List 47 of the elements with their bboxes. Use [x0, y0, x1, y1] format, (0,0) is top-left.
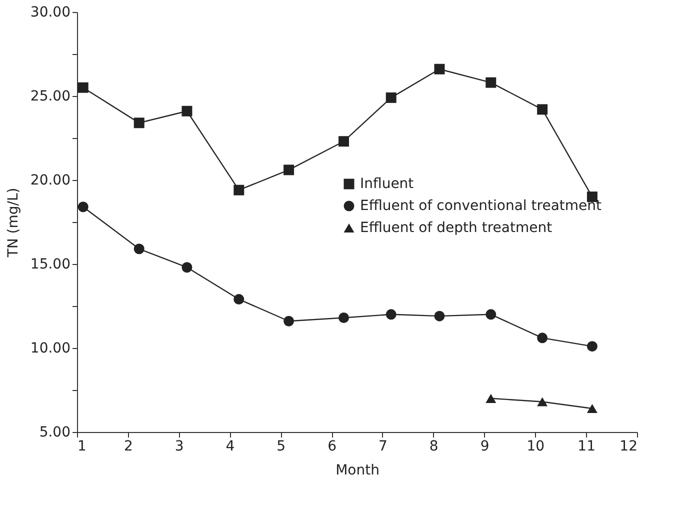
y-axis-title: TN (mg/L)	[5, 188, 22, 258]
point	[338, 136, 350, 147]
x-tick-label: 3	[174, 438, 184, 454]
legend-label: Effluent of conventional treatment	[360, 198, 602, 214]
point	[182, 262, 192, 273]
point	[338, 312, 350, 323]
point	[386, 309, 396, 320]
point	[586, 404, 598, 414]
x-tick-label: 2	[124, 438, 133, 454]
legend-label: Influent	[360, 176, 414, 192]
x-tick-label: 10	[526, 438, 545, 454]
point	[434, 310, 445, 322]
x-tick-label: 6	[328, 438, 337, 454]
point	[182, 106, 192, 116]
point	[284, 164, 294, 176]
x-tick-label: 4	[226, 438, 235, 454]
x-tick-label: 9	[480, 438, 490, 454]
point	[78, 82, 88, 93]
point	[234, 184, 244, 196]
legend-label: Effluent of depth treatment	[360, 220, 553, 236]
point	[537, 332, 548, 344]
point	[386, 92, 396, 103]
x-tick-label: 1	[78, 438, 86, 454]
point	[284, 316, 294, 326]
point	[537, 104, 548, 115]
x-tick-label: 12	[620, 438, 638, 454]
y-tick-label: 25.00	[30, 88, 70, 104]
point	[586, 341, 598, 352]
point	[234, 294, 244, 305]
point	[486, 77, 496, 88]
y-tick-label: 5.00	[39, 424, 70, 440]
x-tick-label: 5	[276, 438, 286, 454]
x-tick-label: 8	[429, 438, 438, 454]
x-tick-label: 7	[378, 438, 388, 454]
y-tick-label: 30.00	[30, 4, 70, 20]
point	[134, 118, 144, 128]
y-tick-label: 20.00	[30, 172, 70, 188]
point	[486, 309, 496, 320]
x-axis-title: Month	[336, 462, 380, 478]
x-tick-label: 11	[578, 438, 596, 454]
point	[486, 394, 496, 403]
point	[537, 397, 548, 406]
point	[434, 64, 445, 74]
point	[134, 244, 144, 254]
y-tick-label: 15.00	[30, 256, 70, 272]
point	[78, 202, 88, 212]
y-tick-label: 10.00	[30, 340, 70, 356]
